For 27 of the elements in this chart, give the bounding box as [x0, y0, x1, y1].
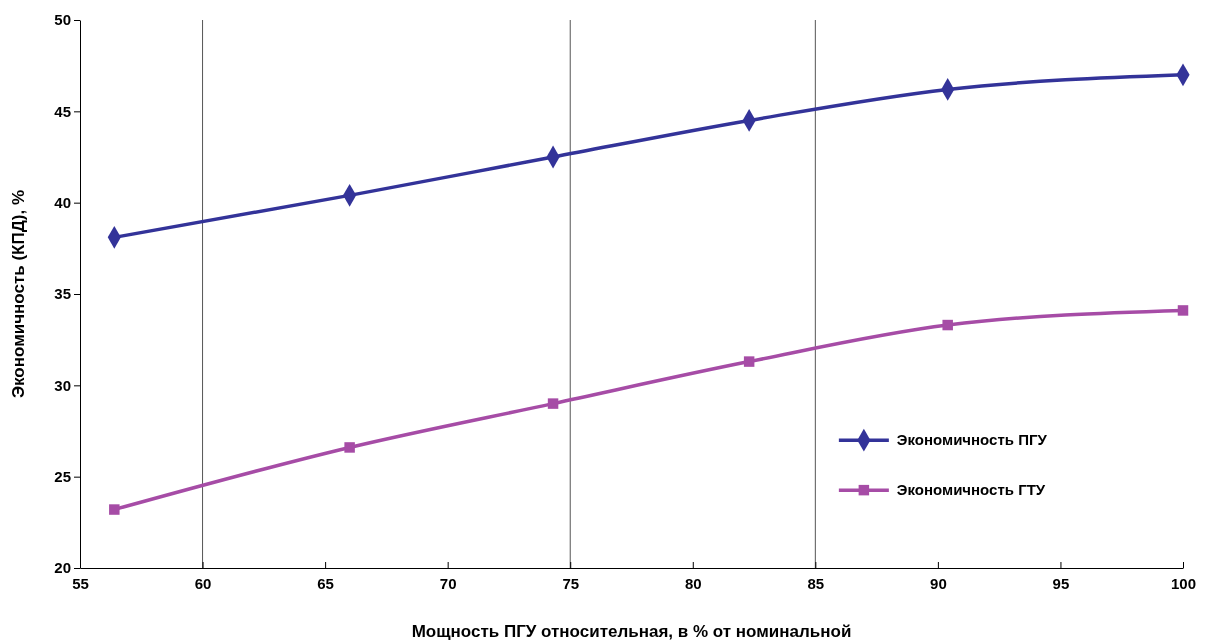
x-axis-title: Мощность ПГУ относительная, в % от номинальной	[411, 622, 852, 641]
x-tick-label: 95	[1052, 575, 1070, 592]
y-tick-label: 50	[54, 11, 71, 29]
y-tick-label: 40	[54, 193, 71, 211]
y-tick-label: 30	[54, 376, 71, 394]
x-tick-label: 90	[930, 575, 947, 592]
x-tick-label: 55	[72, 575, 89, 592]
x-tick-label: 85	[807, 575, 825, 592]
x-tick-label: 100	[1170, 575, 1197, 592]
y-axis-title: Экономичность (КПД), %	[9, 189, 28, 399]
y-tick-label: 45	[54, 102, 71, 120]
x-tick-label: 75	[562, 575, 580, 592]
legend-label: Экономичность ГТУ	[896, 481, 1046, 499]
point	[547, 398, 559, 409]
y-tick-label: 35	[54, 285, 71, 303]
y-tick-label: 25	[54, 467, 71, 485]
point	[743, 356, 755, 367]
point	[344, 442, 355, 453]
x-tick-label: 70	[439, 575, 457, 592]
legend-label: Экономичность ПГУ	[896, 431, 1048, 449]
x-tick-label: 60	[194, 575, 212, 592]
y-tick-label: 20	[54, 559, 71, 577]
x-tick-label: 80	[684, 575, 702, 592]
x-tick-label: 65	[317, 575, 334, 592]
point	[109, 504, 120, 515]
point	[942, 319, 953, 331]
point	[1177, 305, 1189, 316]
